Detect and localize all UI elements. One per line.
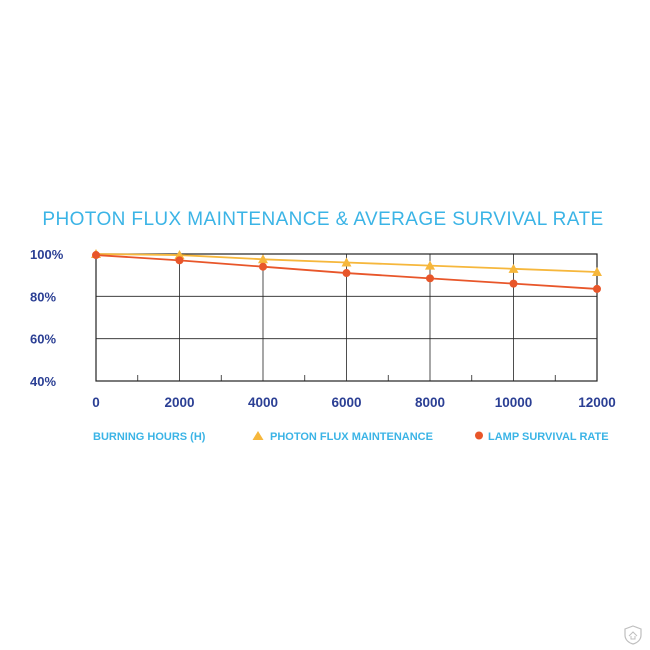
x-axis-label: BURNING HOURS (H) bbox=[93, 431, 206, 443]
x-tick-label: 10000 bbox=[495, 395, 533, 410]
data-point-photon-flux bbox=[174, 250, 185, 260]
data-point-lamp-survival bbox=[92, 251, 100, 260]
legend-marker-lamp-survival bbox=[475, 431, 483, 440]
series bbox=[91, 249, 602, 293]
y-tick-label: 40% bbox=[30, 374, 56, 389]
chart-title: PHOTON FLUX MAINTENANCE & AVERAGE SURVIV… bbox=[42, 209, 603, 230]
x-axis-ticks: 0 2000 4000 6000 8000 10000 12000 bbox=[92, 395, 616, 410]
data-point-lamp-survival bbox=[175, 256, 184, 265]
legend-label-lamp-survival: LAMP SURVIVAL RATE bbox=[488, 431, 609, 443]
data-point-lamp-survival bbox=[426, 274, 434, 283]
data-point-lamp-survival bbox=[259, 262, 267, 271]
y-tick-label: 100% bbox=[30, 247, 64, 262]
legend-label-photon-flux: PHOTON FLUX MAINTENANCE bbox=[270, 431, 433, 443]
x-tick-label: 8000 bbox=[415, 395, 445, 410]
legend-marker-photon-flux bbox=[252, 431, 264, 440]
data-point-photon-flux bbox=[508, 263, 519, 273]
x-tick-label: 4000 bbox=[248, 395, 278, 410]
data-point-photon-flux bbox=[341, 257, 352, 267]
watermark-shield-icon bbox=[624, 625, 642, 645]
y-tick-label: 80% bbox=[30, 289, 56, 304]
data-point-lamp-survival bbox=[509, 279, 518, 288]
data-point-photon-flux bbox=[258, 254, 268, 264]
data-point-photon-flux bbox=[592, 266, 602, 276]
y-axis-ticks: 100% 80% 60% 40% bbox=[30, 247, 64, 389]
x-tick-label: 6000 bbox=[331, 395, 361, 410]
legend: BURNING HOURS (H) PHOTON FLUX MAINTENANC… bbox=[93, 431, 609, 443]
x-tick-label: 2000 bbox=[164, 395, 194, 410]
x-tick-label: 0 bbox=[92, 395, 100, 410]
data-point-lamp-survival bbox=[593, 284, 601, 293]
y-tick-label: 60% bbox=[30, 332, 56, 347]
data-point-lamp-survival bbox=[342, 269, 351, 278]
data-point-photon-flux bbox=[425, 260, 435, 270]
x-tick-label: 12000 bbox=[578, 395, 616, 410]
